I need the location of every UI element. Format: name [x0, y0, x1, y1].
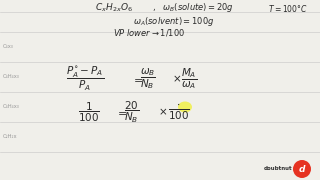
Text: doubtnut: doubtnut: [263, 166, 292, 172]
Text: $\times$: $\times$: [158, 107, 167, 117]
Text: $\dfrac{1}{100}$: $\dfrac{1}{100}$: [78, 100, 100, 124]
Text: $C_xH_{2x}O_6$: $C_xH_{2x}O_6$: [95, 2, 133, 14]
Text: ,   $\omega_B (solute) = 20g$: , $\omega_B (solute) = 20g$: [152, 1, 234, 15]
Text: $VP\ lower \rightarrow 1/100$: $VP\ lower \rightarrow 1/100$: [113, 28, 185, 39]
Ellipse shape: [178, 102, 192, 112]
Text: $\dfrac{20}{N_B}$: $\dfrac{20}{N_B}$: [124, 100, 139, 125]
Text: $\omega_A (solvent) = 100g$: $\omega_A (solvent) = 100g$: [133, 15, 215, 28]
Text: C₂H₂x: C₂H₂x: [3, 134, 18, 140]
Text: $=$: $=$: [131, 74, 143, 84]
Text: $\times$: $\times$: [172, 74, 181, 84]
Text: $\dfrac{P_A^{\circ} - P_A}{P_A}$: $\dfrac{P_A^{\circ} - P_A}{P_A}$: [66, 65, 104, 93]
Text: $T = 100°C$: $T = 100°C$: [268, 3, 308, 14]
Text: $\dfrac{M_A}{\omega_A}$: $\dfrac{M_A}{\omega_A}$: [181, 67, 197, 91]
Text: C₄H₄x₀: C₄H₄x₀: [3, 75, 20, 80]
Circle shape: [293, 160, 311, 178]
Text: $\dfrac{\omega_B}{N_B}$: $\dfrac{\omega_B}{N_B}$: [140, 67, 156, 91]
Text: C₄H₄x₀: C₄H₄x₀: [3, 105, 20, 109]
Text: $\dfrac{\cdot}{100}$: $\dfrac{\cdot}{100}$: [168, 102, 190, 122]
Text: d: d: [299, 165, 305, 174]
Text: $=$: $=$: [115, 107, 127, 117]
Text: C₄x₀: C₄x₀: [3, 44, 14, 50]
